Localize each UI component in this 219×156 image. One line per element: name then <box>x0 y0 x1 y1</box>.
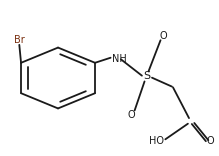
Text: O: O <box>207 136 214 146</box>
Text: Br: Br <box>14 35 25 46</box>
Text: O: O <box>128 110 135 120</box>
Text: O: O <box>160 31 168 41</box>
Text: NH: NH <box>112 54 126 63</box>
Text: S: S <box>143 71 150 81</box>
Text: HO: HO <box>149 136 164 146</box>
